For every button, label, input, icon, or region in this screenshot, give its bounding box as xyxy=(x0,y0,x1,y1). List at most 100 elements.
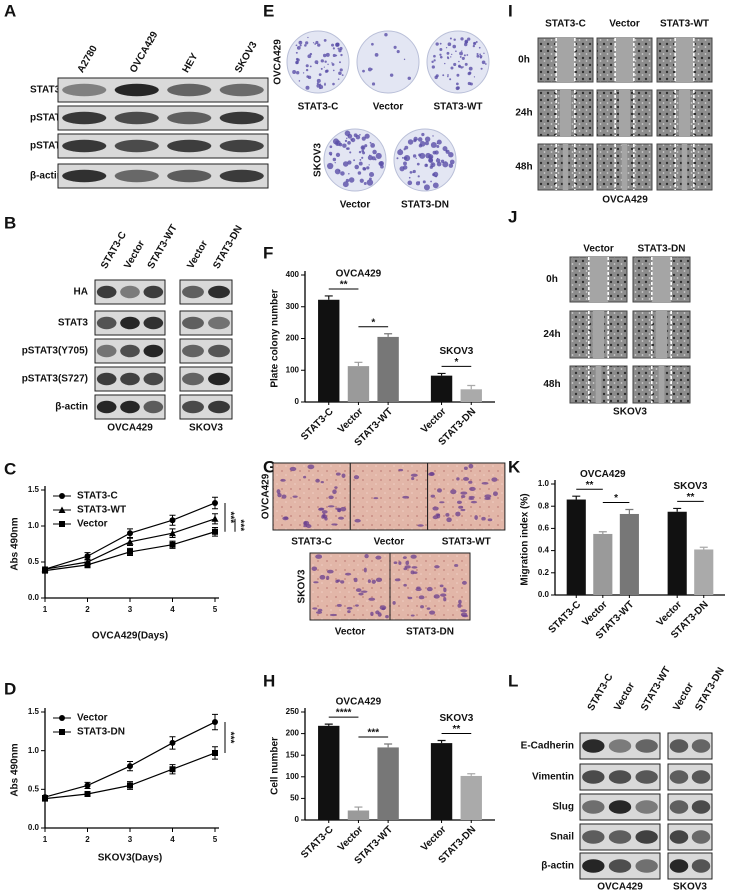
point xyxy=(84,553,91,560)
colony xyxy=(323,38,327,42)
colony xyxy=(461,56,465,60)
label: Vector xyxy=(185,239,210,271)
colony xyxy=(446,56,449,59)
colony xyxy=(341,74,344,77)
colony xyxy=(412,154,417,158)
label: Vector xyxy=(122,239,147,271)
cell xyxy=(439,501,445,504)
error-bar xyxy=(437,739,446,744)
colony xyxy=(357,171,362,175)
error-bar xyxy=(598,531,607,534)
y-tick-label: 1.5 xyxy=(28,707,40,716)
point xyxy=(42,795,48,802)
colony xyxy=(445,149,450,154)
colony xyxy=(339,61,341,64)
cell xyxy=(281,494,287,499)
colony xyxy=(424,141,429,146)
row-label: β-actin xyxy=(541,861,574,872)
bar xyxy=(619,513,639,595)
point xyxy=(169,529,176,537)
cell xyxy=(436,488,442,493)
colony xyxy=(347,141,351,145)
colony xyxy=(340,171,345,176)
colony xyxy=(467,37,471,41)
colony xyxy=(335,42,340,47)
colony xyxy=(305,85,310,90)
bar xyxy=(694,549,714,595)
label: Vector xyxy=(373,102,404,113)
bar xyxy=(377,336,399,402)
colony xyxy=(371,82,376,86)
colony xyxy=(396,50,400,54)
scratch-gap xyxy=(679,90,690,136)
colony xyxy=(335,152,341,157)
cell xyxy=(481,482,489,485)
label: 24h xyxy=(543,329,560,340)
point xyxy=(212,528,218,535)
colony xyxy=(440,159,445,164)
label: STAT3-WT xyxy=(433,102,482,113)
blot-band xyxy=(691,770,711,784)
blot-band xyxy=(208,372,230,386)
blot-band xyxy=(96,400,117,414)
cell xyxy=(439,584,444,588)
label: Vector xyxy=(671,681,696,713)
colony xyxy=(478,46,481,49)
row-label: E-Cadherin xyxy=(521,741,574,752)
y-tick-label: 300 xyxy=(286,302,300,311)
error-bar xyxy=(673,507,682,512)
label: SKOV3 xyxy=(233,40,260,75)
colony xyxy=(469,82,473,86)
cell xyxy=(445,513,450,517)
label: STAT3-WT xyxy=(639,665,673,713)
cell xyxy=(432,515,439,520)
blot-band xyxy=(608,770,632,784)
cell xyxy=(276,489,281,495)
colony xyxy=(451,53,453,56)
error-bar xyxy=(467,384,476,390)
cell xyxy=(413,571,418,574)
label: Vector xyxy=(374,537,405,548)
colony xyxy=(433,54,436,58)
cell xyxy=(468,463,474,469)
bar xyxy=(460,389,482,402)
point xyxy=(59,521,65,527)
blot-band xyxy=(114,169,159,183)
colony xyxy=(314,43,317,45)
colony xyxy=(439,53,442,56)
scratch-gap xyxy=(681,144,688,190)
error-bar xyxy=(384,743,393,748)
colony xyxy=(402,165,408,170)
error-bar xyxy=(354,361,363,367)
y-tick-label: 200 xyxy=(286,334,300,343)
cell xyxy=(398,561,402,565)
colony xyxy=(475,41,478,43)
blot-band xyxy=(669,770,689,784)
cell xyxy=(469,486,476,491)
colony xyxy=(332,53,336,58)
colony xyxy=(369,141,372,144)
cell xyxy=(394,578,401,582)
colony xyxy=(342,181,349,188)
colony xyxy=(439,42,442,45)
blot-band xyxy=(96,344,117,358)
panel-letter: A xyxy=(4,1,16,20)
point xyxy=(169,739,176,746)
cell xyxy=(375,610,380,615)
colony xyxy=(359,178,364,183)
row-label: β-actin xyxy=(30,171,63,182)
row-label: STAT3 xyxy=(30,85,61,96)
y-tick-label: 100 xyxy=(286,772,300,781)
colony xyxy=(292,70,297,74)
cell xyxy=(331,523,338,526)
blot-band xyxy=(143,400,164,414)
cell xyxy=(355,588,362,593)
bar xyxy=(377,747,399,820)
cell xyxy=(326,569,334,574)
label: Abs 490nm xyxy=(10,743,21,796)
cell xyxy=(434,565,440,569)
colony xyxy=(412,171,414,173)
cell xyxy=(321,510,328,514)
colony xyxy=(458,64,461,68)
bar xyxy=(347,366,370,402)
